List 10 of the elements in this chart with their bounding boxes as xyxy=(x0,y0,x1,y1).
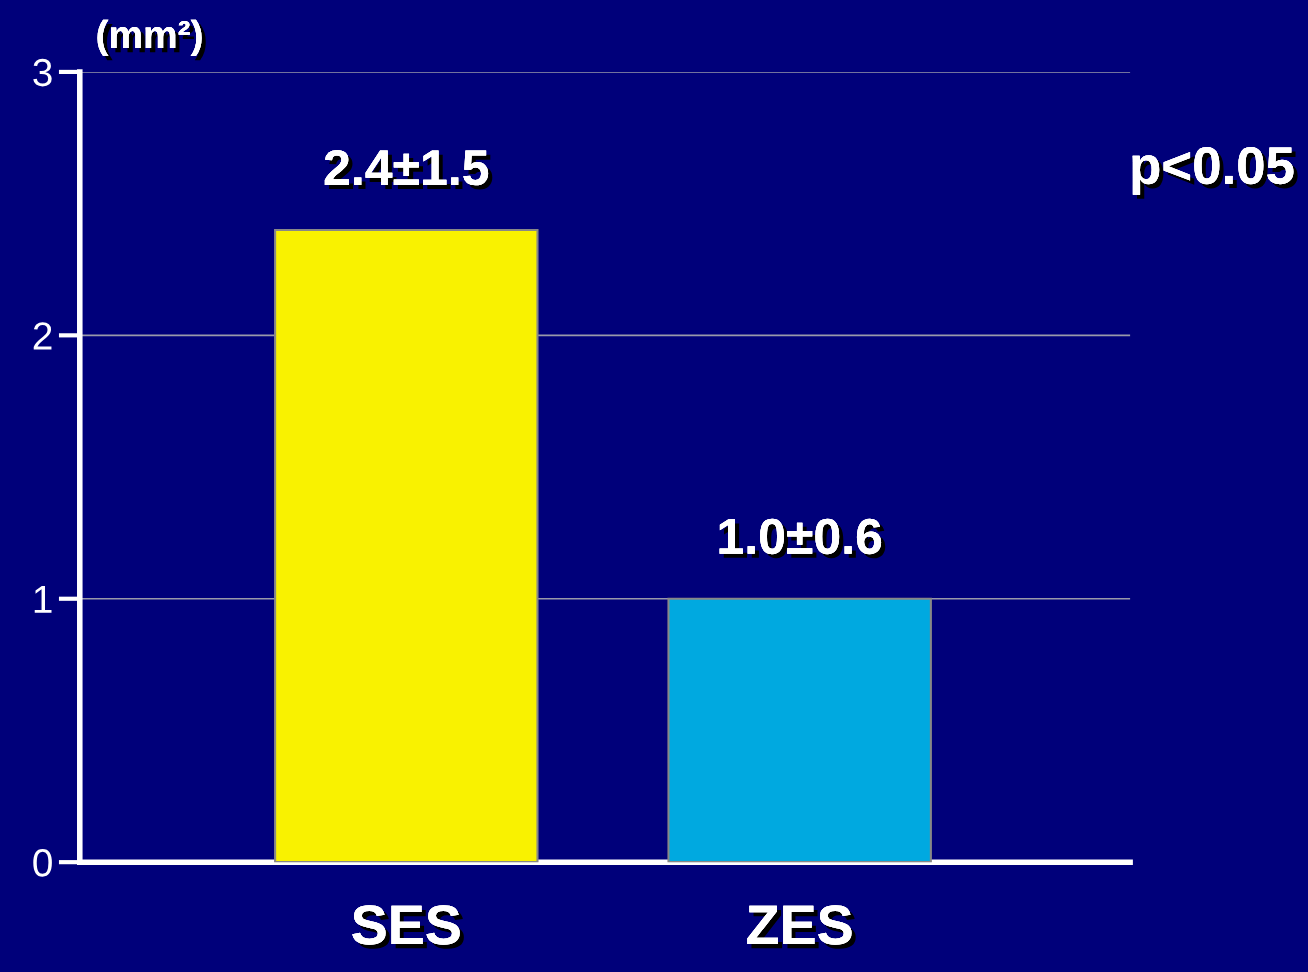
y-tick-label: 0 xyxy=(33,849,52,877)
y-tick-label: 1 xyxy=(34,586,52,613)
x-tick-label: SES xyxy=(352,905,464,949)
data-label: 1.0±0.6 xyxy=(719,518,886,559)
text: p<0.05 xyxy=(1132,146,1298,199)
y-axis-title: (mm²) xyxy=(97,19,206,61)
y-tick-label: 2 xyxy=(33,322,52,350)
y-tick-label: 3 xyxy=(33,58,52,87)
x-tick-label: ZES xyxy=(747,905,856,949)
data-label: 2.4±1.5 xyxy=(324,149,493,190)
